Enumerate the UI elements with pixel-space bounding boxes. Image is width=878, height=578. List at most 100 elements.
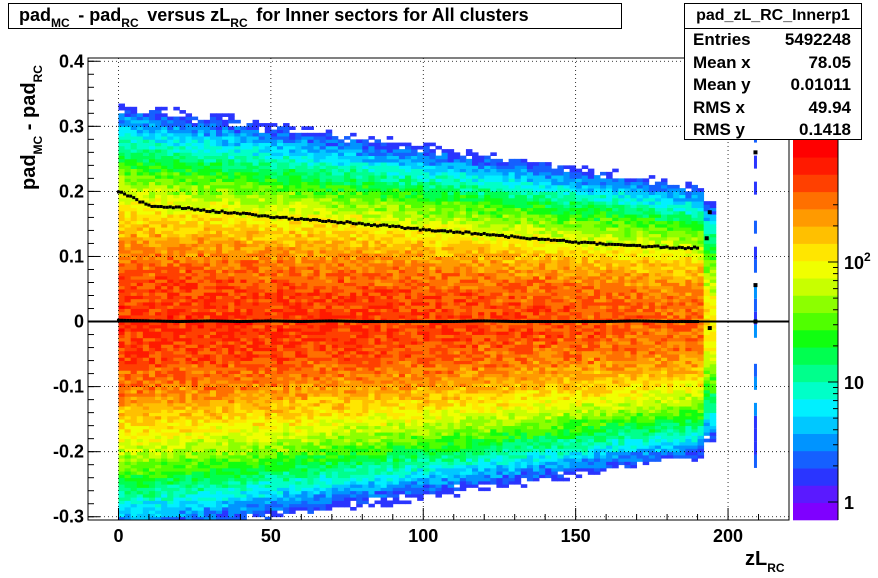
- heatmap-cell: [124, 441, 132, 446]
- heatmap-cell: [136, 298, 144, 303]
- heatmap-cell: [258, 344, 266, 348]
- heatmap-cell: [234, 493, 241, 498]
- heatmap-cell: [142, 458, 150, 462]
- heatmap-cell: [216, 256, 223, 261]
- heatmap-cell: [276, 422, 284, 427]
- heatmap-cell: [344, 386, 351, 391]
- heatmap-cell: [234, 272, 241, 277]
- heatmap-cell: [319, 204, 327, 209]
- heatmap-cell: [167, 220, 174, 225]
- heatmap-cell: [155, 471, 162, 475]
- heatmap-cell: [130, 321, 138, 326]
- heatmap-cell: [130, 506, 138, 511]
- heatmap-cell: [258, 331, 266, 335]
- heatmap-cell: [301, 149, 308, 153]
- heatmap-cell: [197, 158, 205, 163]
- heatmap-cell: [240, 275, 247, 280]
- heatmap-cell: [118, 321, 125, 326]
- heatmap-cell: [368, 409, 375, 414]
- heatmap-cell: [350, 409, 357, 414]
- heatmap-cell: [301, 165, 308, 170]
- heatmap-cell: [179, 132, 186, 137]
- heatmap-cell: [246, 344, 253, 348]
- heatmap-cell: [258, 168, 266, 173]
- heatmap-cell: [136, 259, 144, 264]
- heatmap-cell: [130, 513, 138, 518]
- heatmap-cell: [209, 435, 217, 440]
- heatmap-cell: [118, 393, 125, 397]
- heatmap-cell: [179, 188, 186, 192]
- heatmap-cell: [185, 331, 193, 335]
- heatmap-cell: [344, 406, 351, 410]
- heatmap-cell: [228, 350, 235, 355]
- heatmap-cell: [301, 383, 308, 387]
- heatmap-cell: [142, 298, 150, 303]
- heatmap-cell: [283, 132, 290, 137]
- heatmap-cell: [185, 432, 193, 436]
- heatmap-cell: [270, 497, 278, 501]
- heatmap-cell: [313, 344, 321, 348]
- heatmap-cell: [325, 184, 333, 189]
- heatmap-cell: [130, 435, 138, 440]
- heatmap-cell: [216, 145, 223, 150]
- heatmap-cell: [197, 419, 205, 423]
- heatmap-cell: [313, 204, 321, 209]
- heatmap-cell: [185, 454, 193, 459]
- heatmap-cell: [209, 357, 217, 361]
- heatmap-cell: [203, 448, 211, 453]
- heatmap-cell: [234, 269, 241, 274]
- heatmap-cell: [209, 282, 217, 287]
- heatmap-cell: [179, 230, 186, 235]
- heatmap-cell: [264, 259, 272, 264]
- heatmap-cell: [283, 438, 290, 443]
- heatmap-cell: [356, 227, 363, 231]
- heatmap-cell: [331, 210, 339, 215]
- heatmap-cell: [252, 396, 260, 401]
- heatmap-cell: [240, 269, 247, 274]
- heatmap-cell: [325, 285, 333, 290]
- heatmap-cell: [179, 474, 186, 479]
- heatmap-cell: [319, 269, 327, 274]
- heatmap-cell: [167, 341, 174, 345]
- heatmap-cell: [264, 233, 272, 238]
- heatmap-cell: [307, 259, 314, 264]
- heatmap-cell: [319, 227, 327, 231]
- heatmap-cell: [222, 149, 229, 153]
- heatmap-cell: [258, 236, 266, 241]
- heatmap-cell: [185, 210, 193, 215]
- heatmap-cell: [142, 354, 150, 358]
- heatmap-cell: [197, 253, 205, 257]
- heatmap-cell: [289, 506, 296, 511]
- heatmap-cell: [313, 467, 321, 472]
- heatmap-cell: [155, 207, 162, 212]
- heatmap-cell: [216, 272, 223, 277]
- heatmap-cell: [234, 175, 241, 179]
- heatmap-cell: [130, 409, 138, 414]
- heatmap-cell: [209, 393, 217, 397]
- heatmap-cell: [313, 311, 321, 316]
- heatmap-cell: [136, 425, 144, 430]
- heatmap-cell: [350, 298, 357, 303]
- heatmap-cell: [264, 402, 272, 407]
- heatmap-cell: [228, 389, 235, 394]
- heatmap-cell: [252, 367, 260, 371]
- heatmap-cell: [258, 223, 266, 228]
- heatmap-cell: [191, 155, 199, 160]
- heatmap-cell: [276, 513, 284, 518]
- heatmap-cell: [173, 302, 180, 306]
- heatmap-cell: [124, 357, 132, 361]
- heatmap-cell: [148, 428, 156, 433]
- heatmap-cell: [264, 149, 272, 153]
- heatmap-cell: [276, 376, 284, 381]
- heatmap-cell: [362, 490, 369, 495]
- heatmap-cell: [258, 389, 266, 394]
- heatmap-cell: [155, 165, 162, 170]
- heatmap-cell: [313, 454, 321, 459]
- heatmap-cell: [191, 123, 199, 127]
- heatmap-cell: [264, 344, 272, 348]
- heatmap-cell: [185, 467, 193, 472]
- heatmap-cell: [283, 334, 290, 339]
- heatmap-cell: [289, 275, 296, 280]
- heatmap-cell: [301, 295, 308, 300]
- heatmap-cell: [191, 422, 199, 427]
